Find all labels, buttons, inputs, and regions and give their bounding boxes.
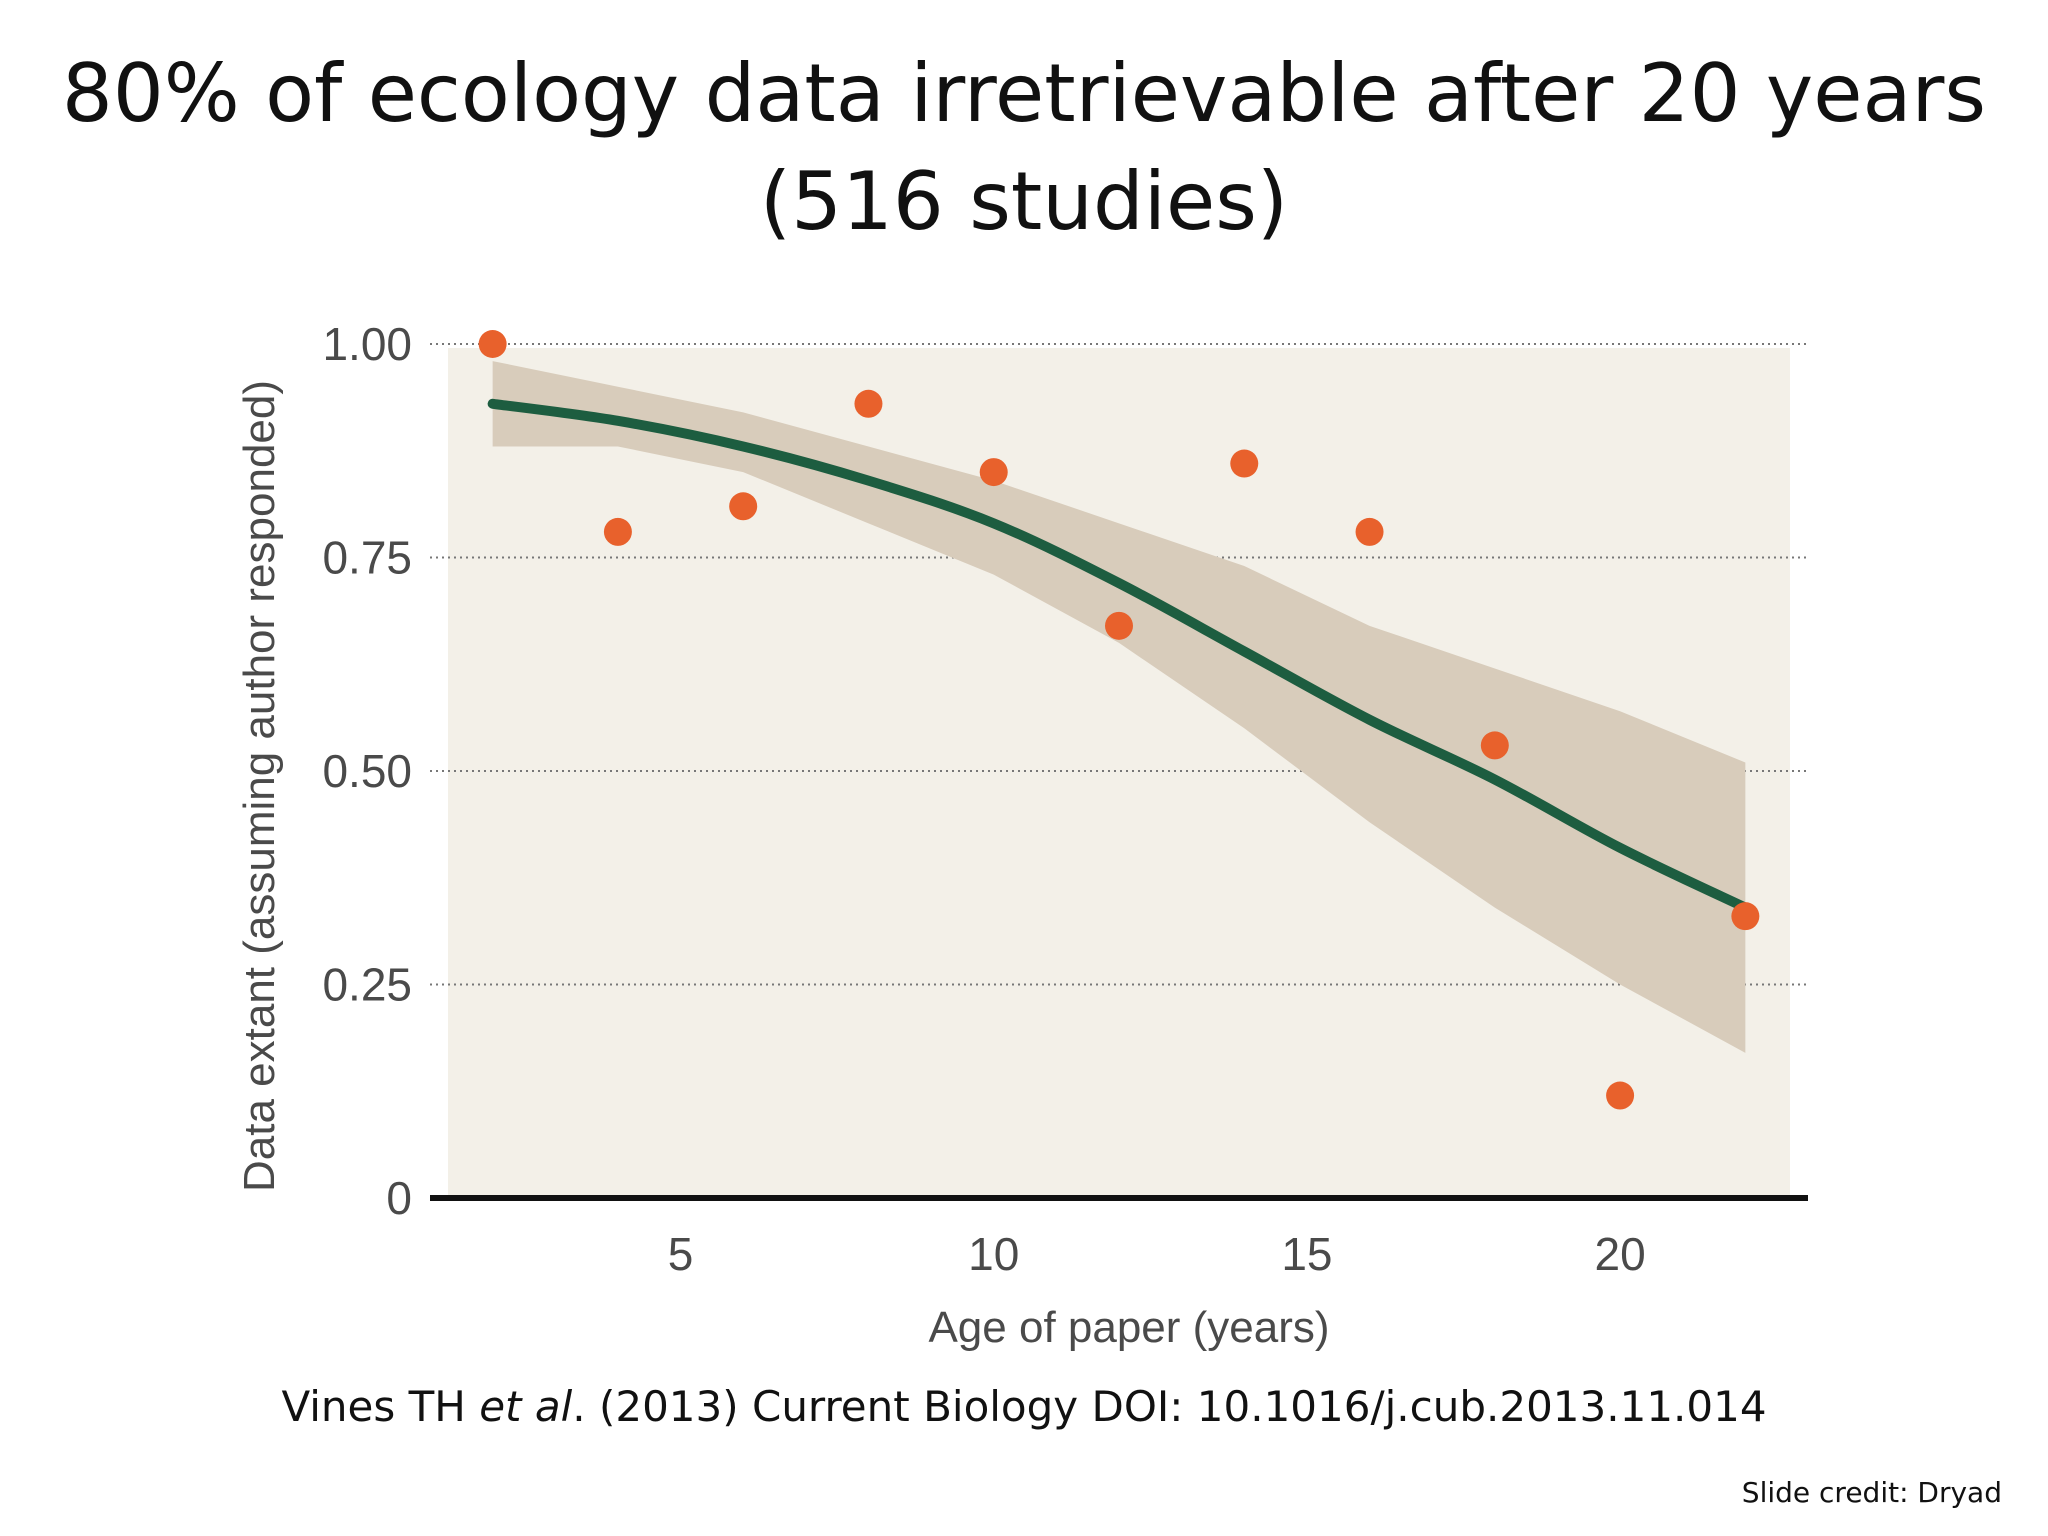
data-point [1606,1081,1635,1110]
x-tick-labels: 5 10 15 20 [668,1228,1646,1280]
slide-title: 80% of ecology data irretrievable after … [0,40,2048,256]
data-point [1480,731,1509,760]
confidence-band [492,361,1746,1053]
x-tick-label: 15 [1281,1228,1332,1280]
y-tick-labels: 0 0.25 0.50 0.75 1.00 [322,318,412,1224]
data-point [854,389,883,418]
y-tick-label: 0.75 [322,532,412,584]
citation-et-al: et al [479,1382,573,1431]
y-tick-label: 1.00 [322,318,412,370]
slide-credit: Slide credit: Dryad [1741,1476,2002,1509]
x-tick-label: 5 [668,1228,694,1280]
y-axis-label: Data extant (assuming author responded) [235,380,284,1192]
x-tick-label: 10 [968,1228,1019,1280]
y-tick-label: 0 [386,1172,412,1224]
data-points [478,330,1760,1110]
grid-lines [430,343,1808,986]
citation-authors: Vines TH [281,1382,480,1431]
data-point [979,458,1008,487]
fit-line [487,398,1751,913]
slide-title-line-2: (516 studies) [759,155,1289,248]
citation-details: . (2013) Current Biology DOI: 10.1016/j.… [572,1382,1767,1431]
y-tick-label: 0.25 [322,959,412,1011]
data-point [1355,517,1384,546]
citation: Vines TH et al. (2013) Current Biology D… [0,1382,2048,1431]
data-point [603,517,632,546]
y-tick-label: 0.50 [322,745,412,797]
slide-title-line-1: 80% of ecology data irretrievable after … [61,47,1987,140]
data-point [729,492,758,521]
data-point [1731,902,1760,931]
x-tick-label: 20 [1595,1228,1646,1280]
data-point [1105,611,1133,640]
data-point [478,330,507,358]
x-axis-label: Age of paper (years) [928,1303,1329,1352]
data-point [1230,449,1259,478]
